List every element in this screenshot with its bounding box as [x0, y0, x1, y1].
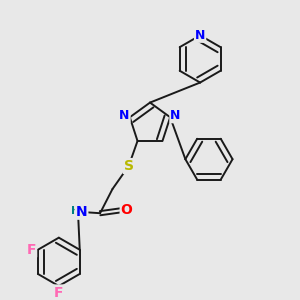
Text: H: H	[71, 206, 80, 216]
Text: N: N	[76, 205, 87, 219]
Text: N: N	[119, 109, 130, 122]
Text: F: F	[54, 286, 64, 299]
Text: F: F	[27, 243, 36, 257]
Text: N: N	[195, 29, 205, 42]
Text: O: O	[121, 203, 133, 217]
Text: N: N	[170, 109, 181, 122]
Text: S: S	[124, 159, 134, 173]
